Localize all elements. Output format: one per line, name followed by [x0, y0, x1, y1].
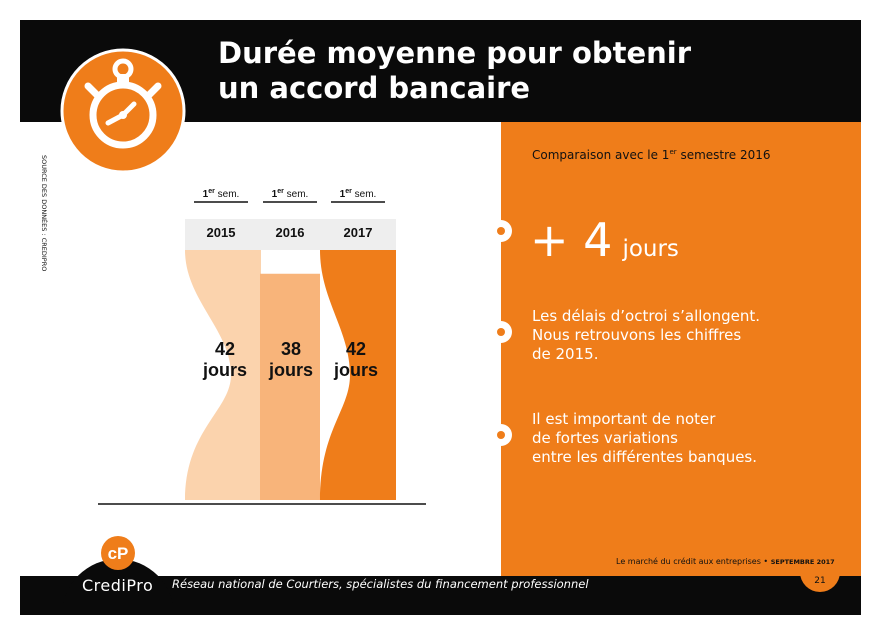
- highlight-number: + 4: [530, 213, 613, 267]
- infographic-page: Durée moyenne pour obtenir un accord ban…: [20, 20, 861, 615]
- page-number: 21: [800, 570, 840, 592]
- comparison-sup: er: [669, 148, 677, 156]
- page-title: Durée moyenne pour obtenir un accord ban…: [218, 36, 691, 106]
- paragraph-1: Les délais d’octroi s’allongent. Nous re…: [532, 307, 761, 363]
- period-label: 1er sem.: [203, 188, 240, 200]
- category-label: 2016: [276, 225, 305, 240]
- title-line-1: Durée moyenne pour obtenir: [218, 36, 692, 70]
- comparison-prefix: Comparaison avec le 1: [532, 148, 670, 162]
- data-label-value: 38: [281, 339, 301, 359]
- bar-2015: [185, 250, 261, 500]
- meta-text: Le marché du crédit aux entreprises •: [616, 557, 771, 566]
- period-label: 1er sem.: [272, 188, 309, 200]
- meta-date: SEPTEMBRE 2017: [770, 558, 835, 566]
- credipro-logo: cP: [62, 536, 174, 615]
- highlight-unit: jours: [622, 236, 679, 262]
- comparison-suffix: semestre 2016: [676, 148, 771, 162]
- comparison-caption: Comparaison avec le 1er semestre 2016: [532, 148, 771, 162]
- hourglass-chart: 42 jours 1er sem. 2015 38 jours 1er sem. 2016 42…: [20, 122, 501, 576]
- bullet-icon: [490, 220, 512, 242]
- title-line-2: un accord bancaire: [218, 71, 531, 105]
- category-label: 2017: [344, 225, 373, 240]
- bullet-icon: [490, 424, 512, 446]
- highlight-value: + 4 jours: [530, 213, 679, 267]
- stopwatch-icon: [60, 48, 186, 174]
- data-label-value: 42: [346, 339, 366, 359]
- data-label-unit: jours: [268, 360, 313, 380]
- bar-2017: [320, 250, 396, 500]
- orange-panel: [501, 122, 861, 576]
- publication-meta: Le marché du crédit aux entreprises • SE…: [616, 557, 835, 566]
- period-label: 1er sem.: [340, 188, 377, 200]
- bar-2016: [260, 273, 320, 500]
- bullet-icon: [490, 321, 512, 343]
- paragraph-2: Il est important de noter de fortes vari…: [532, 410, 758, 466]
- data-label-unit: jours: [333, 360, 378, 380]
- data-label-unit: jours: [202, 360, 247, 380]
- data-label-value: 42: [215, 339, 235, 359]
- header-band: [185, 219, 396, 250]
- svg-text:cP: cP: [108, 544, 129, 563]
- brand-name: CrediPro: [82, 576, 154, 595]
- footer-tagline: Réseau national de Courtiers, spécialist…: [172, 577, 589, 591]
- category-label: 2015: [207, 225, 236, 240]
